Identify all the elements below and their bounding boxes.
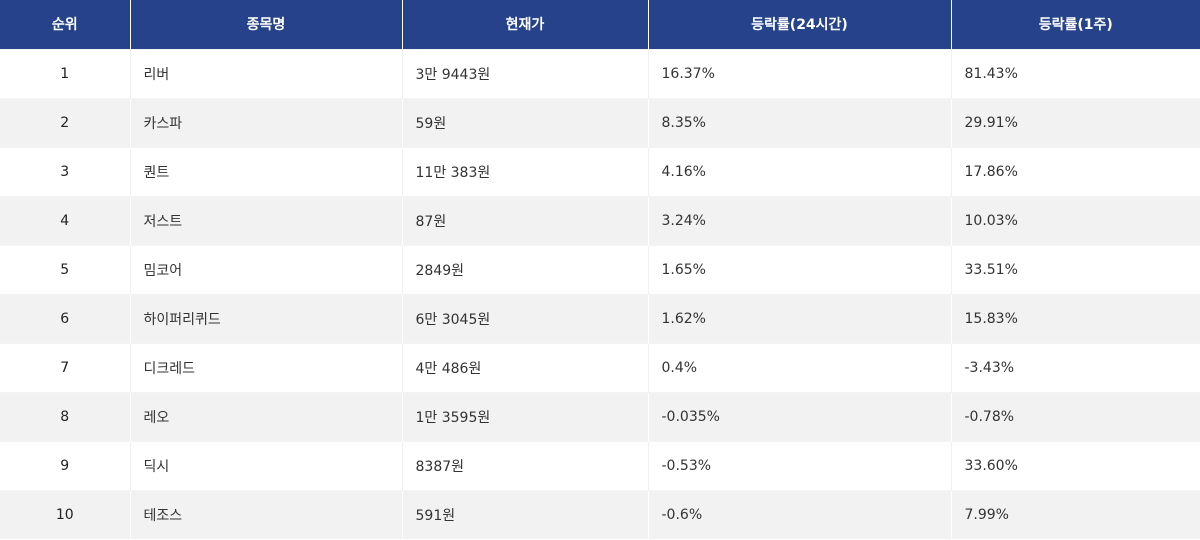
cell-name: 리버 xyxy=(129,48,402,98)
cell-price: 87원 xyxy=(401,195,648,245)
cell-name: 디크레드 xyxy=(129,342,402,392)
cell-rank: 6 xyxy=(0,293,130,343)
cell-change-1w: -0.78% xyxy=(950,391,1200,441)
cell-price: 6만 3045원 xyxy=(401,293,648,343)
cell-price: 1만 3595원 xyxy=(401,391,648,441)
cell-change-24h: 8.35% xyxy=(647,97,951,147)
cell-price: 4만 486원 xyxy=(401,342,648,392)
cell-rank: 1 xyxy=(0,48,130,98)
table-row: 6 하이퍼리퀴드 6만 3045원 1.62% 15.83% xyxy=(0,293,1200,343)
table-row: 2 카스파 59원 8.35% 29.91% xyxy=(0,97,1200,147)
cell-price: 3만 9443원 xyxy=(401,48,648,98)
cell-name: 테조스 xyxy=(129,489,402,539)
cell-change-24h: 1.62% xyxy=(647,293,951,343)
cell-change-1w: 29.91% xyxy=(950,97,1200,147)
cell-change-24h: 16.37% xyxy=(647,48,951,98)
table-row: 9 딕시 8387원 -0.53% 33.60% xyxy=(0,440,1200,490)
cell-change-1w: -3.43% xyxy=(950,342,1200,392)
cell-change-24h: 1.65% xyxy=(647,244,951,294)
header-name: 종목명 xyxy=(129,0,402,49)
cell-change-24h: -0.6% xyxy=(647,489,951,539)
cell-name: 퀀트 xyxy=(129,146,402,196)
cell-change-24h: -0.035% xyxy=(647,391,951,441)
cell-rank: 3 xyxy=(0,146,130,196)
cell-name: 하이퍼리퀴드 xyxy=(129,293,402,343)
cell-name: 카스파 xyxy=(129,97,402,147)
table-body: 1 리버 3만 9443원 16.37% 81.43% 2 카스파 59원 8.… xyxy=(0,48,1200,539)
cell-change-24h: -0.53% xyxy=(647,440,951,490)
table-row: 4 저스트 87원 3.24% 10.03% xyxy=(0,195,1200,245)
table-row: 1 리버 3만 9443원 16.37% 81.43% xyxy=(0,48,1200,98)
table-row: 5 밈코어 2849원 1.65% 33.51% xyxy=(0,244,1200,294)
cell-price: 2849원 xyxy=(401,244,648,294)
cell-rank: 9 xyxy=(0,440,130,490)
cell-change-1w: 15.83% xyxy=(950,293,1200,343)
cell-rank: 4 xyxy=(0,195,130,245)
header-price: 현재가 xyxy=(401,0,648,49)
header-change-1w: 등락률(1주) xyxy=(950,0,1200,49)
cell-change-24h: 3.24% xyxy=(647,195,951,245)
header-rank: 순위 xyxy=(0,0,130,49)
table-header: 순위 종목명 현재가 등락률(24시간) 등락률(1주) xyxy=(0,0,1200,49)
cell-rank: 7 xyxy=(0,342,130,392)
table-row: 3 퀀트 11만 383원 4.16% 17.86% xyxy=(0,146,1200,196)
cell-change-1w: 33.60% xyxy=(950,440,1200,490)
cell-rank: 10 xyxy=(0,489,130,539)
cell-change-24h: 0.4% xyxy=(647,342,951,392)
cell-change-1w: 17.86% xyxy=(950,146,1200,196)
cell-price: 8387원 xyxy=(401,440,648,490)
cell-change-1w: 81.43% xyxy=(950,48,1200,98)
cell-name: 저스트 xyxy=(129,195,402,245)
header-change-24h: 등락률(24시간) xyxy=(647,0,951,49)
cell-rank: 2 xyxy=(0,97,130,147)
header-row: 순위 종목명 현재가 등락률(24시간) 등락률(1주) xyxy=(0,0,1200,49)
cell-price: 591원 xyxy=(401,489,648,539)
cell-name: 밈코어 xyxy=(129,244,402,294)
cell-change-1w: 33.51% xyxy=(950,244,1200,294)
cell-rank: 5 xyxy=(0,244,130,294)
table-row: 8 레오 1만 3595원 -0.035% -0.78% xyxy=(0,391,1200,441)
cell-price: 11만 383원 xyxy=(401,146,648,196)
cell-rank: 8 xyxy=(0,391,130,441)
table-row: 7 디크레드 4만 486원 0.4% -3.43% xyxy=(0,342,1200,392)
cell-price: 59원 xyxy=(401,97,648,147)
cell-change-24h: 4.16% xyxy=(647,146,951,196)
table-row: 10 테조스 591원 -0.6% 7.99% xyxy=(0,489,1200,539)
cell-name: 딕시 xyxy=(129,440,402,490)
cell-name: 레오 xyxy=(129,391,402,441)
cell-change-1w: 7.99% xyxy=(950,489,1200,539)
cell-change-1w: 10.03% xyxy=(950,195,1200,245)
